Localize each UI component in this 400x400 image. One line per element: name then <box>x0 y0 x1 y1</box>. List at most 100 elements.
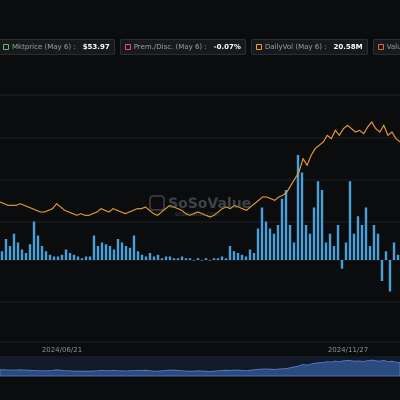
volume-bar-7 <box>28 244 32 260</box>
volume-bar-48 <box>192 260 196 261</box>
volume-bar-10 <box>40 246 44 260</box>
volume-bars <box>0 155 400 292</box>
volume-bar-35 <box>140 254 144 260</box>
volume-bar-51 <box>204 258 208 260</box>
volume-bar-13 <box>52 256 56 260</box>
volume-bar-46 <box>184 258 188 260</box>
volume-bar-42 <box>168 256 172 260</box>
volume-bar-78 <box>312 207 316 260</box>
volume-bar-84 <box>336 225 340 260</box>
navigator-area <box>0 359 400 377</box>
volume-bar-58 <box>232 251 236 260</box>
volume-bar-56 <box>224 258 228 260</box>
volume-bar-74 <box>296 155 300 260</box>
volume-bar-57 <box>228 246 232 260</box>
volume-bar-43 <box>172 258 176 260</box>
grid-lines <box>0 94 400 343</box>
volume-bar-87 <box>348 181 352 260</box>
x-tick-1: 2024/11/27 <box>328 346 368 354</box>
dailyvol-swatch <box>255 44 262 50</box>
legend-premium[interactable]: Prem./Disc. (May 6) : -0.07% <box>119 39 246 55</box>
volume-bar-55 <box>220 256 224 260</box>
volume-bar-47 <box>188 258 192 260</box>
volume-bar-72 <box>288 225 292 260</box>
volume-bar-32 <box>128 247 132 260</box>
volume-bar-36 <box>144 256 148 260</box>
volume-bar-3 <box>12 233 16 260</box>
volume-bar-23 <box>92 235 96 260</box>
volume-bar-40 <box>160 258 164 260</box>
x-tick-0: 2024/06/21 <box>42 346 82 354</box>
legend-mktprice-label: Mktprice (May 6) : <box>12 43 76 51</box>
volume-bar-83 <box>332 246 336 260</box>
volume-bar-27 <box>108 246 112 260</box>
volume-bar-39 <box>156 254 160 260</box>
volume-bar-94 <box>376 233 380 260</box>
watermark-text: SoSoValue <box>168 196 251 212</box>
valuetraded-swatch <box>377 44 384 50</box>
legend-valuetraded-label: ValueTraded (May 6) : <box>386 43 400 51</box>
volume-bar-20 <box>80 258 84 260</box>
chart-legend: Mktprice (May 6) : $53.97 Prem./Disc. (M… <box>0 38 400 56</box>
volume-bar-30 <box>120 242 124 260</box>
volume-bar-28 <box>112 249 116 260</box>
volume-bar-65 <box>260 207 264 260</box>
volume-bar-15 <box>60 254 64 260</box>
volume-bar-38 <box>152 256 156 260</box>
watermark-sub: sosovalue.com <box>175 211 220 218</box>
volume-bar-66 <box>264 221 268 260</box>
volume-bar-44 <box>176 258 180 260</box>
volume-bar-18 <box>72 254 76 260</box>
volume-bar-21 <box>84 256 88 260</box>
volume-bar-68 <box>272 233 276 260</box>
volume-bar-0 <box>0 251 4 260</box>
volume-bar-98 <box>392 242 396 260</box>
volume-bar-82 <box>328 233 332 260</box>
volume-bar-37 <box>148 253 152 260</box>
volume-bar-97 <box>388 260 392 292</box>
volume-bar-85 <box>340 260 344 269</box>
volume-bar-60 <box>240 254 244 260</box>
watermark-logo-icon <box>149 195 165 211</box>
legend-valuetraded[interactable]: ValueTraded (May 6) : <box>372 39 400 55</box>
volume-bar-8 <box>32 221 36 260</box>
volume-bar-75 <box>300 172 304 260</box>
volume-bar-2 <box>8 246 12 260</box>
volume-bar-77 <box>308 233 312 260</box>
volume-bar-79 <box>316 181 320 260</box>
volume-bar-91 <box>364 207 368 260</box>
volume-bar-71 <box>284 190 288 260</box>
volume-bar-69 <box>276 225 280 260</box>
legend-premium-label: Prem./Disc. (May 6) : <box>133 43 207 51</box>
legend-mktprice[interactable]: Mktprice (May 6) : $53.97 <box>0 39 115 55</box>
volume-bar-73 <box>292 242 296 260</box>
price-line <box>0 121 400 218</box>
volume-bar-34 <box>136 251 140 260</box>
volume-bar-99 <box>396 254 400 260</box>
volume-bar-5 <box>20 249 24 260</box>
volume-bar-63 <box>252 253 256 260</box>
volume-bar-54 <box>216 258 220 260</box>
volume-bar-11 <box>44 251 48 260</box>
mktprice-swatch <box>3 44 9 50</box>
volume-bar-29 <box>116 239 120 260</box>
volume-bar-67 <box>268 228 272 260</box>
volume-bar-33 <box>132 235 136 260</box>
volume-bar-88 <box>352 233 356 260</box>
volume-bar-19 <box>76 256 80 260</box>
watermark: SoSoValue sosovalue.com <box>149 195 251 218</box>
volume-bar-96 <box>384 251 388 260</box>
volume-bar-45 <box>180 256 184 260</box>
volume-bar-86 <box>344 242 348 260</box>
volume-bar-1 <box>4 239 8 260</box>
volume-bar-90 <box>360 225 364 260</box>
legend-dailyvol-value: 20.58M <box>333 43 363 51</box>
volume-bar-80 <box>320 190 324 260</box>
volume-bar-92 <box>368 246 372 260</box>
volume-bar-76 <box>304 225 308 260</box>
volume-bar-49 <box>196 258 200 260</box>
volume-bar-17 <box>68 253 72 260</box>
volume-bar-16 <box>64 249 68 260</box>
legend-dailyvol[interactable]: DailyVol (May 6) : 20.58M <box>250 39 368 55</box>
